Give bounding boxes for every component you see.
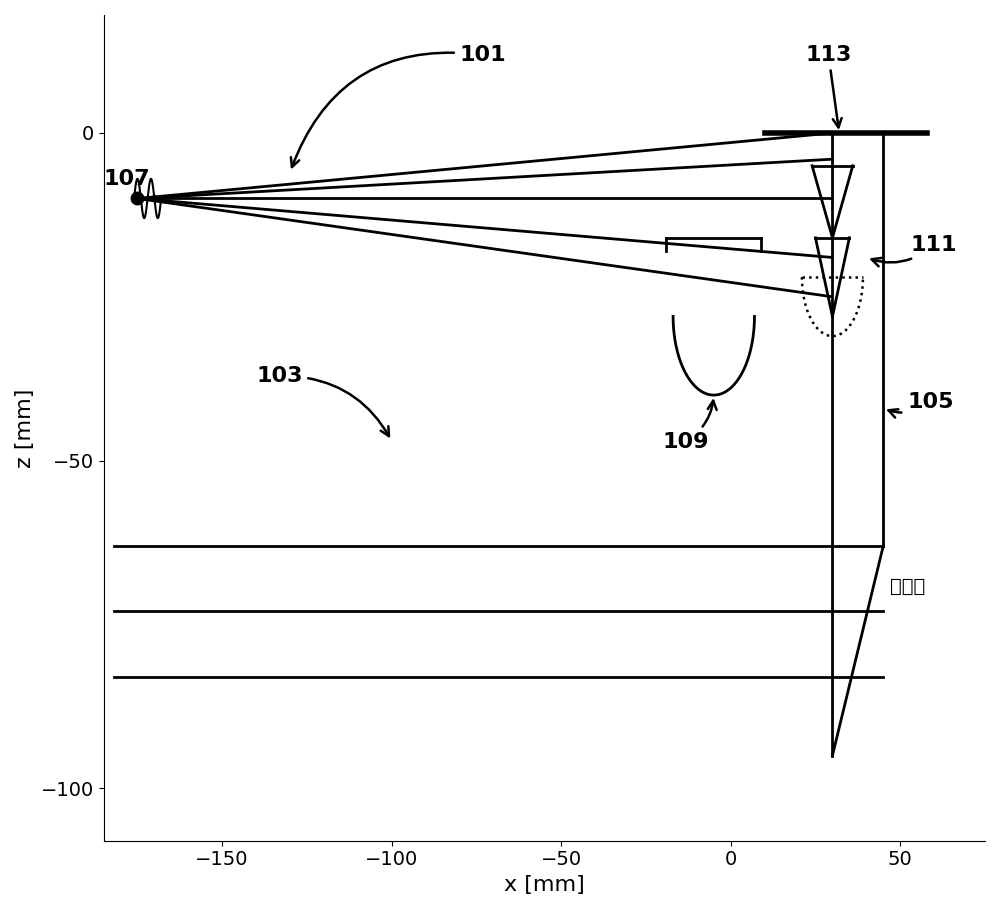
Text: 105: 105 <box>888 392 954 418</box>
Text: 反射镜: 反射镜 <box>890 577 925 596</box>
Y-axis label: z [mm]: z [mm] <box>15 389 35 468</box>
Text: 101: 101 <box>291 45 506 167</box>
Text: 113: 113 <box>805 45 852 127</box>
Text: 103: 103 <box>256 366 389 436</box>
Text: 109: 109 <box>663 400 717 451</box>
Text: 107: 107 <box>104 169 150 189</box>
X-axis label: x [mm]: x [mm] <box>504 875 585 895</box>
Text: 111: 111 <box>872 235 957 267</box>
